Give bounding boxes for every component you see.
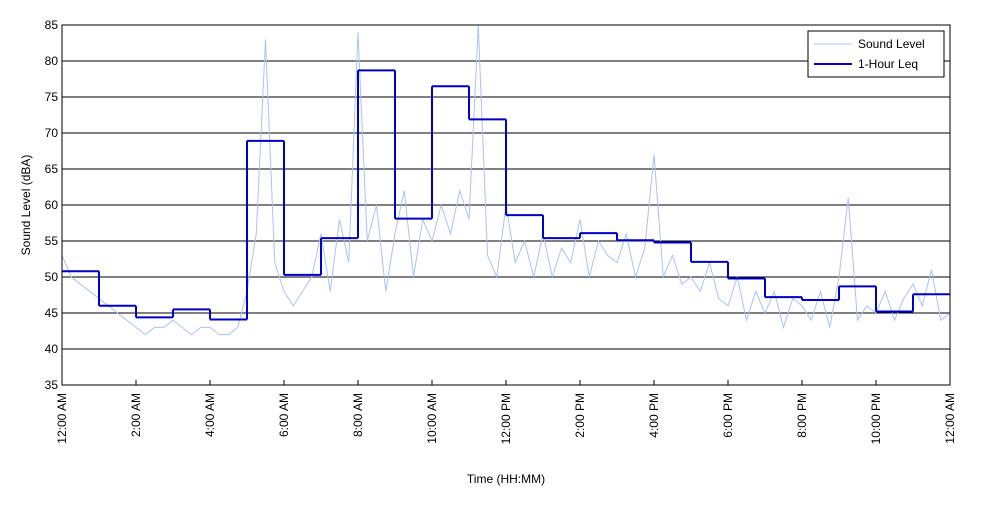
y-tick-label: 75 [45,90,59,104]
y-tick-label: 55 [45,234,59,248]
y-tick-label: 45 [45,306,59,320]
x-axis-label: Time (HH:MM) [467,472,545,486]
y-axis-label: Sound Level (dBA) [19,155,33,256]
y-tick-label: 35 [45,378,59,392]
y-tick-label: 65 [45,162,59,176]
x-tick-label: 12:00 AM [943,393,957,444]
y-tick-label: 40 [45,342,59,356]
x-tick-label: 8:00 PM [795,393,809,438]
x-tick-label: 2:00 AM [129,393,143,437]
x-tick-label: 2:00 PM [573,393,587,438]
y-tick-label: 85 [45,18,59,32]
plot-lines [61,24,951,336]
legend-label: Sound Level [858,37,925,51]
legend-label: 1-Hour Leq [858,57,918,71]
legend-box [807,30,945,78]
y-tick-label: 60 [45,198,59,212]
plot-border [61,24,951,386]
x-tick-label: 10:00 PM [869,393,883,444]
y-tick-label: 50 [45,270,59,284]
y-tick-label: 80 [45,54,59,68]
x-tick-label: 10:00 AM [425,393,439,444]
x-tick-label: 8:00 AM [351,393,365,437]
x-tick-label: 6:00 AM [277,393,291,437]
x-tick-label: 12:00 AM [55,393,69,444]
x-tick-label: 12:00 PM [499,393,513,444]
x-tick-label: 4:00 AM [203,393,217,437]
x-tick-label: 4:00 PM [647,393,661,438]
y-tick-label: 70 [45,126,59,140]
x-tick-label: 6:00 PM [721,393,735,438]
